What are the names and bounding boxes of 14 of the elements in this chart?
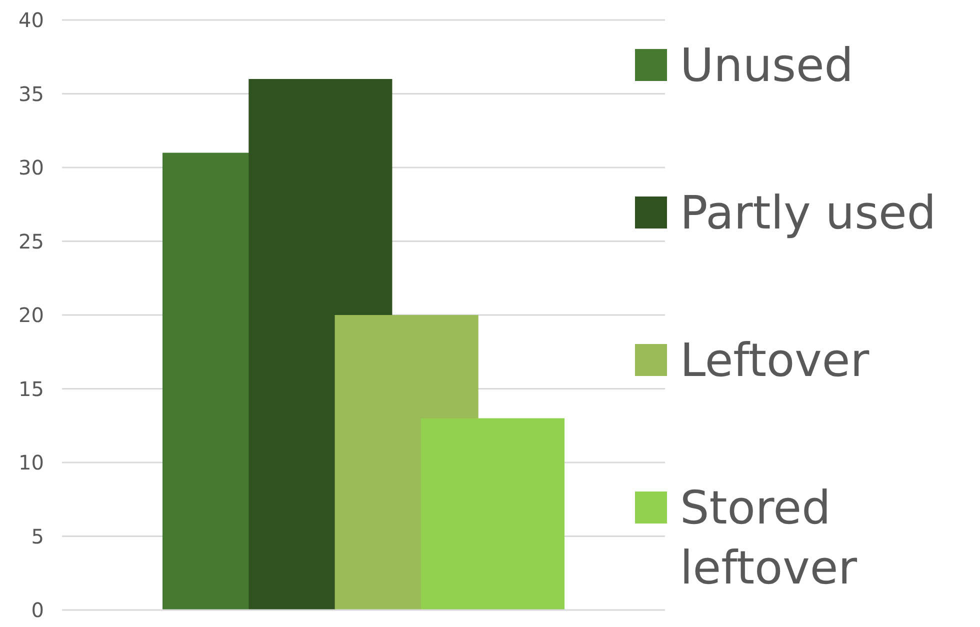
y-tick-label: 25 [18, 229, 44, 254]
legend-label: Leftover [680, 333, 870, 388]
y-tick-label: 40 [18, 8, 44, 32]
y-tick-label: 10 [18, 450, 44, 474]
legend-label: Stored leftover [680, 480, 858, 594]
y-tick-label: 20 [18, 303, 44, 327]
bar [420, 418, 564, 610]
y-tick-label: 35 [18, 82, 44, 106]
y-tick-label: 5 [31, 524, 44, 548]
y-tick-label: 15 [18, 376, 44, 401]
y-tick-label: 30 [18, 156, 44, 180]
legend-label: Partly used [680, 186, 936, 240]
y-tick-label: 0 [31, 598, 44, 622]
legend-label: Unused [680, 38, 854, 92]
